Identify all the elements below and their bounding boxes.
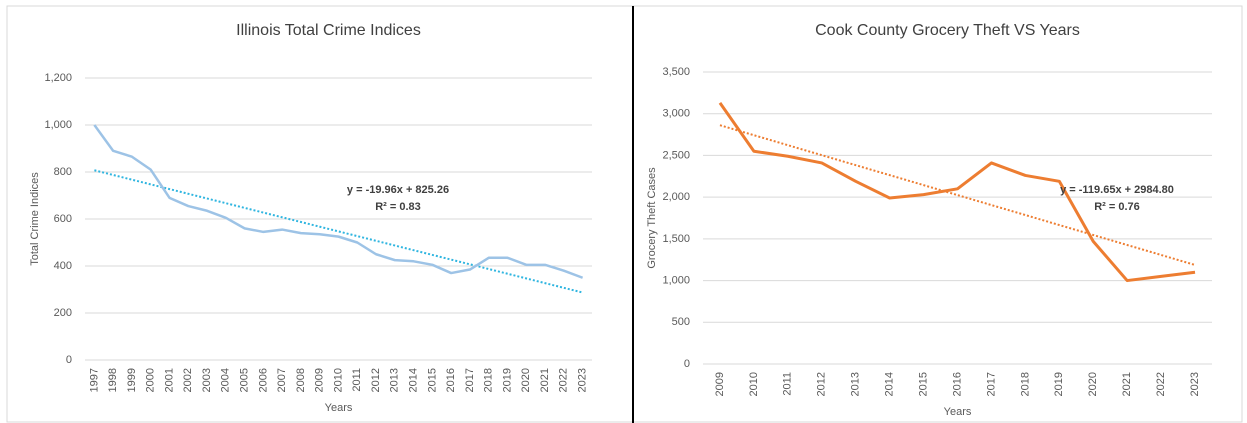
chart-title: Cook County Grocery Theft VS Years xyxy=(815,22,1080,39)
y-tick-label: 2,000 xyxy=(662,191,690,203)
x-tick-label: 2020 xyxy=(520,368,532,392)
y-tick-label: 200 xyxy=(54,307,72,319)
x-tick-label: 2022 xyxy=(558,368,570,392)
x-tick-label: 2019 xyxy=(501,368,513,392)
x-tick-label: 2023 xyxy=(1189,372,1201,396)
y-tick-label: 1,000 xyxy=(662,274,690,286)
y-tick-label: 0 xyxy=(684,358,690,370)
x-tick-label: 2016 xyxy=(445,368,457,392)
x-tick-label: 2002 xyxy=(182,368,194,392)
x-tick-label: 2013 xyxy=(850,372,862,396)
x-tick-label: 2000 xyxy=(145,368,157,392)
x-tick-label: 1999 xyxy=(126,368,138,392)
x-tick-label: 2017 xyxy=(464,368,476,392)
x-tick-label: 2004 xyxy=(220,368,232,392)
x-tick-label: 2014 xyxy=(884,372,896,396)
x-axis-title: Years xyxy=(944,406,972,418)
x-tick-label: 2019 xyxy=(1053,372,1065,396)
trendline xyxy=(719,124,1196,266)
trend-equation: R² = 0.83 xyxy=(375,201,421,213)
x-tick-label: 2016 xyxy=(951,372,963,396)
x-tick-label: 2006 xyxy=(257,368,269,392)
trend-equation: y = -19.96x + 825.26 xyxy=(347,184,449,196)
x-tick-label: 2018 xyxy=(483,368,495,392)
y-tick-label: 0 xyxy=(66,354,72,366)
x-tick-label: 2011 xyxy=(351,368,363,392)
x-tick-label: 2014 xyxy=(408,368,420,392)
x-tick-label: 2012 xyxy=(370,368,382,392)
x-tick-label: 2009 xyxy=(314,368,326,392)
y-tick-label: 3,000 xyxy=(662,108,690,120)
data-line xyxy=(718,102,1196,283)
x-tick-label: 1998 xyxy=(107,368,119,392)
y-tick-label: 2,500 xyxy=(662,149,690,161)
y-tick-label: 400 xyxy=(54,260,72,272)
y-tick-label: 800 xyxy=(54,166,72,178)
x-tick-label: 2015 xyxy=(426,368,438,392)
x-tick-label: 2020 xyxy=(1087,372,1099,396)
x-tick-label: 2023 xyxy=(577,368,589,392)
x-axis-title: Years xyxy=(325,402,353,414)
x-tick-label: 2005 xyxy=(239,368,251,392)
x-tick-label: 2021 xyxy=(1121,372,1133,396)
x-tick-label: 2001 xyxy=(163,368,175,392)
y-tick-label: 600 xyxy=(54,213,72,225)
chart-title: Illinois Total Crime Indices xyxy=(236,22,421,39)
y-tick-label: 1,000 xyxy=(44,119,72,131)
y-tick-label: 3,500 xyxy=(662,66,690,78)
x-tick-label: 2017 xyxy=(985,372,997,396)
x-tick-label: 2003 xyxy=(201,368,213,392)
x-tick-label: 2007 xyxy=(276,368,288,392)
x-tick-label: 2012 xyxy=(816,372,828,396)
x-tick-label: 2009 xyxy=(714,372,726,396)
x-tick-label: 2015 xyxy=(917,372,929,396)
x-tick-label: 2022 xyxy=(1155,372,1167,396)
x-tick-label: 2013 xyxy=(389,368,401,392)
y-axis-title: Total Crime Indices xyxy=(29,172,41,266)
x-tick-label: 2011 xyxy=(782,372,794,396)
x-tick-label: 1997 xyxy=(88,368,100,392)
y-tick-label: 1,500 xyxy=(662,233,690,245)
x-tick-label: 2018 xyxy=(1019,372,1031,396)
y-axis-title: Grocery Theft Cases xyxy=(646,167,658,269)
x-tick-label: 2010 xyxy=(748,372,760,396)
x-tick-label: 2010 xyxy=(332,368,344,392)
trend-equation: y = -119.65x + 2984.80 xyxy=(1060,184,1174,196)
x-tick-label: 2021 xyxy=(539,368,551,392)
y-tick-label: 1,200 xyxy=(44,72,72,84)
trend-equation: R² = 0.76 xyxy=(1094,201,1140,213)
x-tick-label: 2008 xyxy=(295,368,307,392)
y-tick-label: 500 xyxy=(672,316,690,328)
data-line xyxy=(93,124,584,279)
